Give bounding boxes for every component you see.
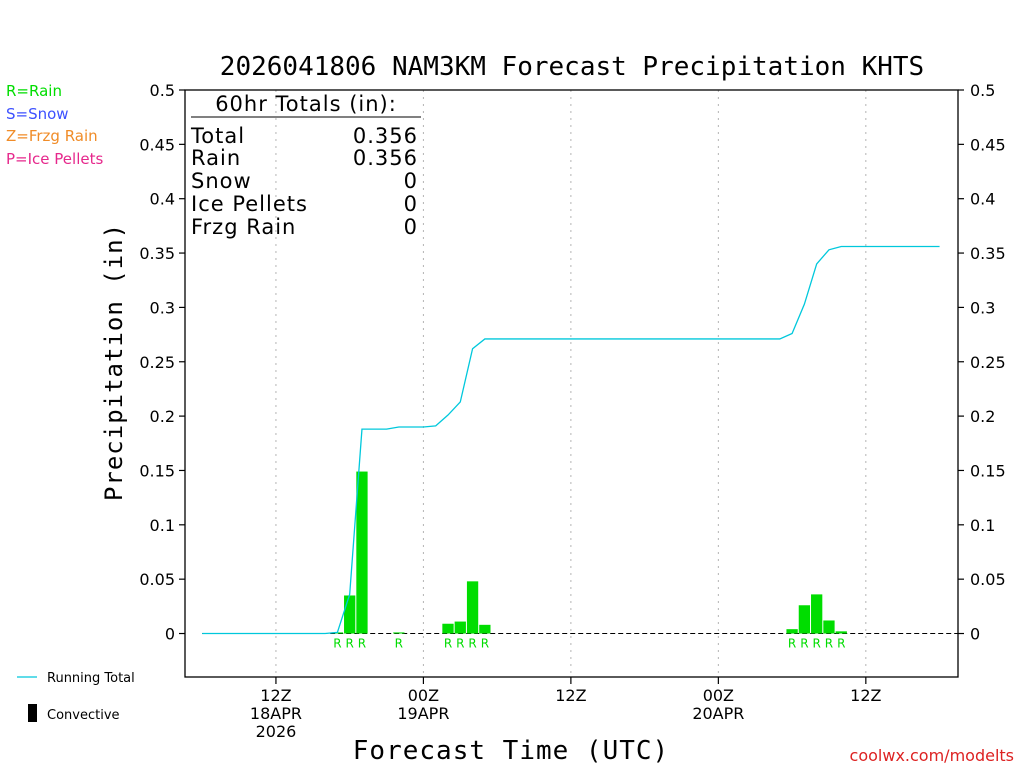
x-tick-label: 19APR [397,704,449,723]
precip-type-label: R [444,637,452,651]
y-tick-label-right: 0.4 [970,190,995,209]
precip-type-label: R [333,637,341,651]
x-tick-label: 18APR [250,704,302,723]
precip-type-label: R [456,637,464,651]
legend-key-snow: S=Snow [6,105,69,123]
precip-type-label: R [468,637,476,651]
y-tick-label-right: 0.45 [970,135,1006,154]
totals-label-ice-pellets: Ice Pellets [191,192,308,216]
x-tick-label: 12Z [555,686,586,705]
precip-bar [393,632,405,634]
x-tick-label: 00Z [408,686,439,705]
legend-key-rain: R=Rain [6,82,62,100]
precip-type-label: R [813,637,821,651]
legend-convective-swatch [28,704,37,722]
plot-frame [184,89,959,678]
totals-label-total: Total [190,124,245,148]
y-tick-label-left: 0.3 [150,298,175,317]
precip-bar [344,595,356,634]
precip-bar [811,594,823,634]
precip-type-label: R [346,637,354,651]
y-tick-label-right: 0 [970,625,980,644]
y-tick-label-left: 0.45 [139,135,175,154]
legend-key-frzg-rain: Z=Frzg Rain [6,127,98,145]
precip-type-label: R [395,637,403,651]
y-tick-label-right: 0.2 [970,407,995,426]
legend-key-ice-pellets: P=Ice Pellets [6,150,103,168]
precip-bar [479,624,491,634]
x-tick-label: 12Z [850,686,881,705]
series-legend: Running Total Convective [17,671,135,723]
y-tick-label-left: 0.25 [139,353,175,372]
y-tick-label-left: 0.15 [139,461,175,480]
y-axis-label: Precipitation (in) [100,223,128,501]
legend-running-total-label: Running Total [47,671,135,686]
precip-type-label: R [825,637,833,651]
y-tick-label-right: 0.15 [970,461,1006,480]
precip-bar [466,581,479,634]
precip-type-label: R [788,637,796,651]
precip-type-label: R [837,637,845,651]
totals-value-total: 0.356 [353,124,418,148]
y-tick-label-right: 0.5 [970,81,995,100]
precip-type-legend: R=Rain S=Snow Z=Frzg Rain P=Ice Pellets [6,82,103,168]
precip-type-label: R [800,637,808,651]
totals-box: 60hr Totals (in): Total 0.356 Rain 0.356… [190,92,421,239]
precip-type-label: R [481,637,489,651]
precip-bar [786,629,798,634]
running-total-line [202,245,940,635]
y-tick-label-left: 0.05 [139,570,175,589]
y-tick-label-right: 0.35 [970,244,1006,263]
y-tick-label-left: 0.2 [150,407,175,426]
precip-bar [454,621,466,634]
y-tick-label-left: 0.1 [150,516,175,535]
x-tick-label: 00Z [703,686,734,705]
legend-convective-label: Convective [47,708,120,723]
y-axis: 0 00.05 0.050.1 0.10.15 0.150.2 0.20.25 0.250.… [139,81,1005,644]
precip-type-label: R [358,637,366,651]
y-tick-label-right: 0.05 [970,570,1006,589]
chart-title: 2026041806 NAM3KM Forecast Precipitation… [220,52,924,82]
y-tick-label-right: 0.3 [970,298,995,317]
x-tick-label: 12Z [260,686,291,705]
precip-bar [823,620,835,634]
y-tick-label-right: 0.1 [970,516,995,535]
precip-bar [356,471,368,634]
totals-label-rain: Rain [191,146,241,170]
x-axis-label: Forecast Time (UTC) [353,736,669,766]
precip-bar [442,623,454,634]
x-tick-label: 2026 [256,722,297,741]
y-tick-label-right: 0.25 [970,353,1006,372]
totals-heading: 60hr Totals (in): [215,92,397,116]
totals-label-frzg-rain: Frzg Rain [191,215,296,239]
y-tick-label-left: 0.35 [139,244,175,263]
footer-credit: coolwx.com/modelts [850,746,1014,765]
totals-label-snow: Snow [191,169,252,193]
precip-bar [835,631,847,634]
totals-value-ice-pellets: 0 [404,192,418,216]
y-tick-label-left: 0.4 [150,190,175,209]
x-tick-label: 20APR [692,704,744,723]
y-tick-label-left: 0 [165,625,175,644]
totals-value-rain: 0.356 [353,146,418,170]
totals-value-frzg-rain: 0 [404,215,418,239]
y-tick-label-left: 0.5 [150,81,175,100]
precip-bars [331,471,847,634]
precip-bar [798,605,811,634]
totals-value-snow: 0 [404,169,418,193]
